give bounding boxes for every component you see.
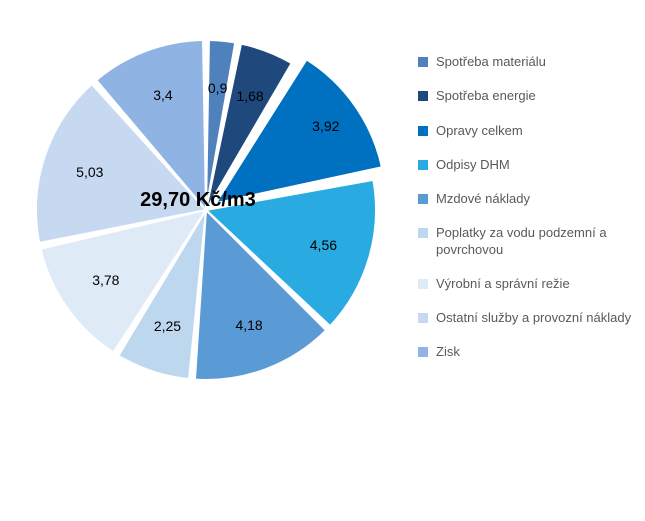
- legend-item: Odpisy DHM: [418, 157, 633, 173]
- legend-label: Poplatky za vodu podzemní a povrchovou: [436, 225, 633, 258]
- legend-swatch: [418, 91, 428, 101]
- chart-stage: 29,70 Kč/m3 0,91,683,924,564,182,253,785…: [0, 0, 645, 521]
- pie-svg: [16, 20, 396, 400]
- slice-value-label: 3,92: [312, 118, 339, 134]
- legend-swatch: [418, 347, 428, 357]
- slice-value-label: 0,9: [208, 80, 227, 96]
- legend-label: Spotřeba energie: [436, 88, 536, 104]
- legend-item: Opravy celkem: [418, 123, 633, 139]
- slice-value-label: 2,25: [154, 318, 181, 334]
- slice-value-label: 3,4: [153, 87, 172, 103]
- legend-swatch: [418, 228, 428, 238]
- legend-swatch: [418, 279, 428, 289]
- slice-value-label: 4,56: [310, 237, 337, 253]
- legend-item: Mzdové náklady: [418, 191, 633, 207]
- pie-chart: 29,70 Kč/m3 0,91,683,924,564,182,253,785…: [16, 20, 396, 400]
- slice-value-label: 4,18: [235, 317, 262, 333]
- legend-label: Spotřeba materiálu: [436, 54, 546, 70]
- legend-item: Zisk: [418, 344, 633, 360]
- legend-label: Mzdové náklady: [436, 191, 530, 207]
- legend-swatch: [418, 313, 428, 323]
- slice-value-label: 1,68: [236, 88, 263, 104]
- slice-value-label: 5,03: [76, 164, 103, 180]
- legend: Spotřeba materiálu Spotřeba energie Opravy…: [418, 54, 633, 379]
- legend-item: Výrobní a správní režie: [418, 276, 633, 292]
- legend-item: Spotřeba materiálu: [418, 54, 633, 70]
- legend-item: Ostatní služby a provozní náklady: [418, 310, 633, 326]
- legend-label: Opravy celkem: [436, 123, 523, 139]
- legend-label: Výrobní a správní režie: [436, 276, 570, 292]
- legend-label: Ostatní služby a provozní náklady: [436, 310, 631, 326]
- legend-swatch: [418, 194, 428, 204]
- legend-label: Zisk: [436, 344, 460, 360]
- slice-value-label: 3,78: [92, 272, 119, 288]
- legend-label: Odpisy DHM: [436, 157, 510, 173]
- legend-swatch: [418, 126, 428, 136]
- legend-swatch: [418, 57, 428, 67]
- legend-item: Spotřeba energie: [418, 88, 633, 104]
- legend-swatch: [418, 160, 428, 170]
- legend-item: Poplatky za vodu podzemní a povrchovou: [418, 225, 633, 258]
